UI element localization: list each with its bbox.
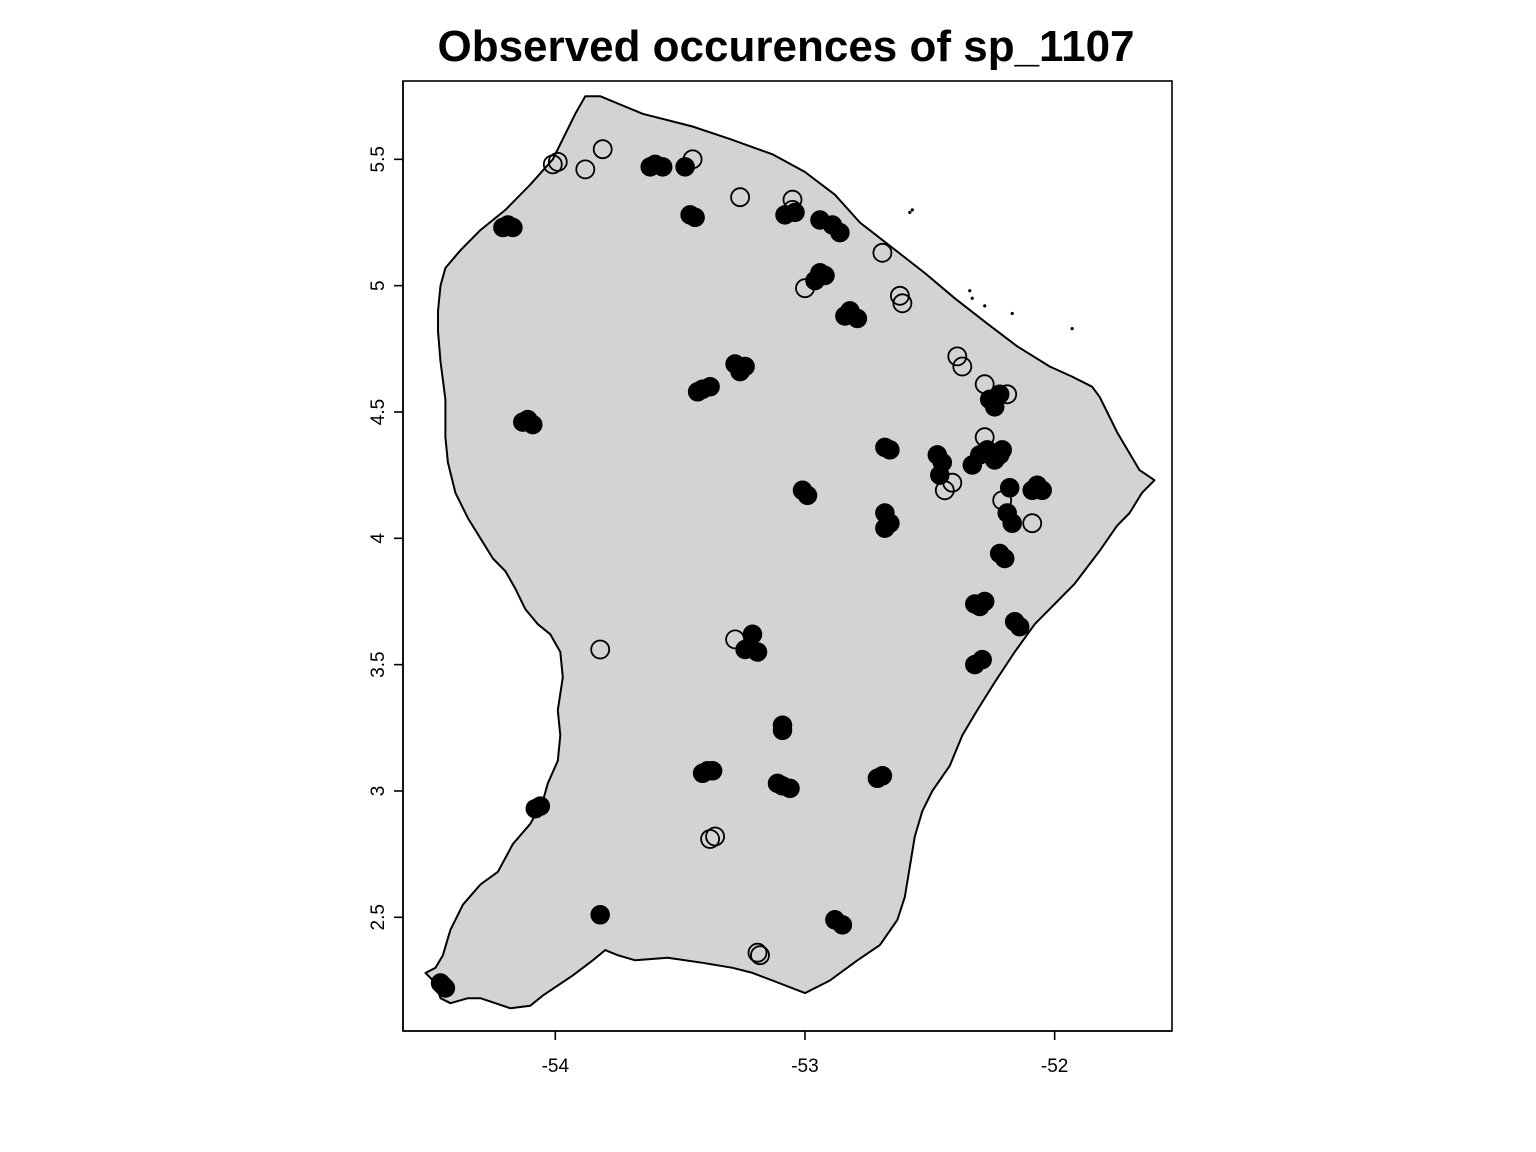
y-tick-label: 3.5 (368, 651, 389, 677)
absent-occurrence-point (590, 639, 611, 660)
y-tick-label: 5 (368, 280, 389, 291)
present-occurrence-point (767, 773, 788, 794)
present-occurrence-point (999, 478, 1020, 498)
absent-occurrence-point (700, 829, 720, 849)
present-occurrence-point (702, 761, 723, 781)
islet-mark (908, 210, 912, 214)
present-occurrence-point (989, 384, 1010, 405)
present-occurrence-point (747, 642, 768, 662)
y-tick-label: 4.5 (368, 399, 389, 425)
y-tick-label: 5.5 (368, 146, 389, 172)
chart-title: Observed occurences of sp_1107 (437, 22, 1134, 71)
x-tick-label: -54 (542, 1056, 570, 1077)
french-guiana-region (424, 95, 1156, 1010)
present-occurrence-point (930, 465, 950, 485)
present-occurrence-point (974, 591, 995, 612)
present-occurrence-point (640, 157, 660, 177)
present-occurrence-point (815, 265, 835, 286)
present-occurrence-point (530, 796, 551, 816)
present-occurrence-point (675, 157, 695, 177)
present-occurrence-point (847, 308, 868, 329)
islet-mark (970, 296, 974, 300)
y-tick-label: 2.5 (368, 904, 389, 930)
present-occurrence-point (785, 202, 805, 223)
absent-occurrence-point (592, 139, 613, 160)
present-occurrence-point (994, 548, 1015, 569)
absent-occurrence-point (575, 159, 596, 180)
present-occurrence-point (590, 905, 610, 925)
absent-occurrence-point (872, 242, 893, 263)
islet-mark (910, 208, 914, 212)
present-occurrence-point (1009, 616, 1030, 637)
present-occurrence-point (872, 766, 893, 786)
present-occurrence-point (523, 414, 543, 435)
absent-occurrence-point (747, 942, 768, 963)
y-tick-label: 4 (368, 533, 389, 544)
present-occurrence-point (503, 217, 523, 238)
absent-occurrence-point (542, 154, 563, 175)
present-occurrence-point (735, 356, 755, 377)
present-occurrence-point (797, 485, 818, 506)
present-occurrence-point (772, 720, 793, 741)
present-occurrence-point (880, 440, 900, 460)
present-occurrence-point (742, 624, 763, 645)
axes: -54 -53 -52 2.5 3 3.5 4 4.5 5 5.5 (368, 81, 1172, 1077)
absent-occurrence-point (725, 629, 745, 650)
islet-mark (968, 289, 972, 293)
islet-mark (983, 304, 987, 308)
present-occurrence-point (875, 518, 895, 538)
present-occurrence-point (1022, 480, 1042, 501)
present-occurrence-point (830, 222, 850, 243)
absent-occurrence-point (947, 346, 968, 367)
present-occurrence-point (685, 207, 705, 228)
y-tick-label: 3 (368, 786, 389, 797)
present-occurrence-point (1002, 513, 1022, 533)
present-points-layer (430, 154, 1052, 998)
absent-occurrence-point (890, 285, 910, 306)
absent-occurrence-point (750, 945, 770, 966)
absent-occurrence-point (892, 293, 913, 314)
present-occurrence-point (972, 649, 992, 670)
present-occurrence-point (700, 376, 720, 397)
absent-occurrence-point (1022, 513, 1043, 534)
x-tick-label: -52 (1041, 1056, 1068, 1077)
present-occurrence-point (832, 915, 853, 935)
present-occurrence-point (430, 973, 451, 993)
islet-mark (1010, 311, 1014, 316)
region-layer (424, 95, 1156, 1010)
absent-occurrence-point (952, 356, 973, 377)
present-occurrence-point (992, 440, 1012, 460)
x-tick-label: -53 (791, 1056, 818, 1077)
absent-occurrence-point (730, 187, 750, 208)
islet-layer (908, 208, 1074, 331)
islet-mark (1070, 327, 1074, 331)
